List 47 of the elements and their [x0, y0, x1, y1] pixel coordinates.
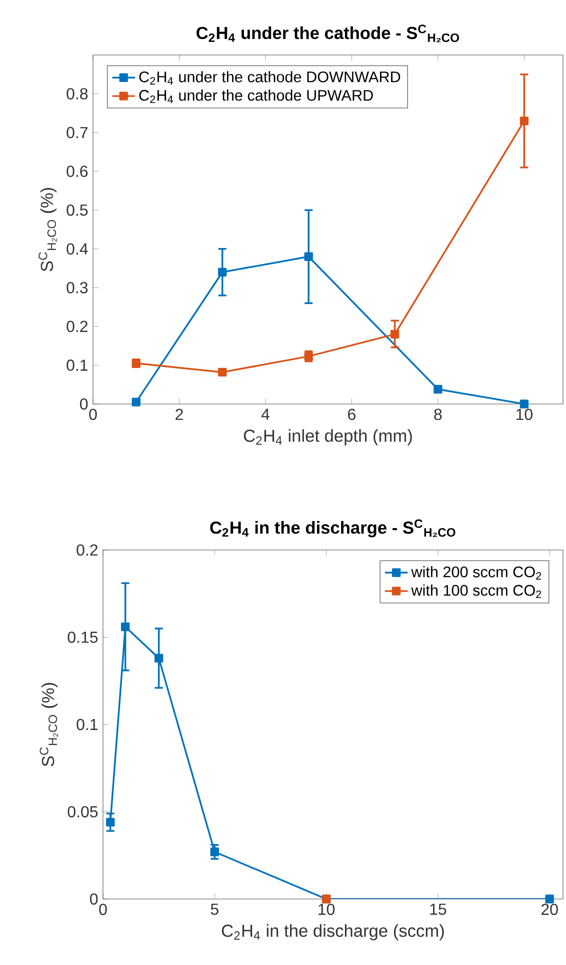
y-axis-title: S$^{C}$$_{H₂CO}$ (%) [38, 188, 57, 272]
chart-title: C$_{2}$H$_{4}$ under the cathode - S$^{C}$H₂CO [196, 24, 459, 42]
y-tick-label: 0.5 [66, 204, 88, 216]
x-tick-label: 6 [348, 408, 356, 420]
point [304, 252, 313, 261]
y-tick-label: 0.2 [66, 320, 88, 332]
x-tick-label: 5 [210, 904, 218, 915]
point [120, 622, 130, 632]
y-tick-label: 0.6 [66, 166, 88, 177]
y-axis-title: S$^{C}$$_{H₂CO}$ (%) [40, 683, 58, 766]
y-tick-label: 0 [90, 893, 98, 905]
point [218, 268, 227, 276]
point [520, 116, 529, 126]
point [106, 818, 115, 827]
point [434, 384, 442, 394]
y-tick-label: 0.2 [76, 544, 98, 556]
x-tick-label: 8 [434, 408, 442, 420]
legend-label: C$_{2}$H$_{4}$ under the cathode UPWARD [139, 90, 373, 104]
legend-label: with 200 sccm CO$_{2}$ [411, 566, 542, 580]
x-tick-label: 15 [430, 904, 446, 915]
y-tick-label: 0.4 [66, 243, 88, 255]
point [218, 368, 227, 377]
x-tick-label: 2 [176, 408, 183, 420]
point [154, 654, 164, 663]
x-tick-label: 10 [318, 904, 335, 916]
chart-title: C$_{2}$H$_{4}$ in the discharge - S$^{C}$H₂CO [210, 519, 456, 538]
y-tick-label: 0.8 [66, 88, 88, 100]
x-tick-label: 10 [516, 408, 532, 420]
point [132, 398, 140, 406]
point [210, 848, 219, 856]
x-tick-label: 0 [99, 904, 107, 916]
point [520, 400, 529, 408]
x-tick-label: 4 [261, 408, 270, 420]
y-tick-label: 0.1 [66, 360, 88, 371]
x-tick-label: 20 [541, 904, 558, 916]
y-tick-label: 0.05 [68, 806, 98, 818]
y-tick-label: 0.15 [68, 632, 98, 643]
y-tick-label: 0 [80, 398, 88, 410]
y-tick-label: 0.3 [66, 282, 88, 294]
y-tick-label: 0.7 [66, 126, 88, 138]
y-tick-label: 0.1 [76, 718, 98, 730]
x-axis-title: C$_{2}$H$_{4}$ in the discharge (sccm) [222, 924, 444, 940]
point [390, 330, 400, 339]
legend-label: C$_{2}$H$_{4}$ under the cathode DOWNWARD [139, 71, 400, 85]
legend-label: with 100 sccm CO$_{2}$ [411, 584, 542, 598]
point [545, 894, 554, 904]
x-axis-title: C$_{2}$H$_{4}$ inlet depth (mm) [244, 429, 412, 446]
